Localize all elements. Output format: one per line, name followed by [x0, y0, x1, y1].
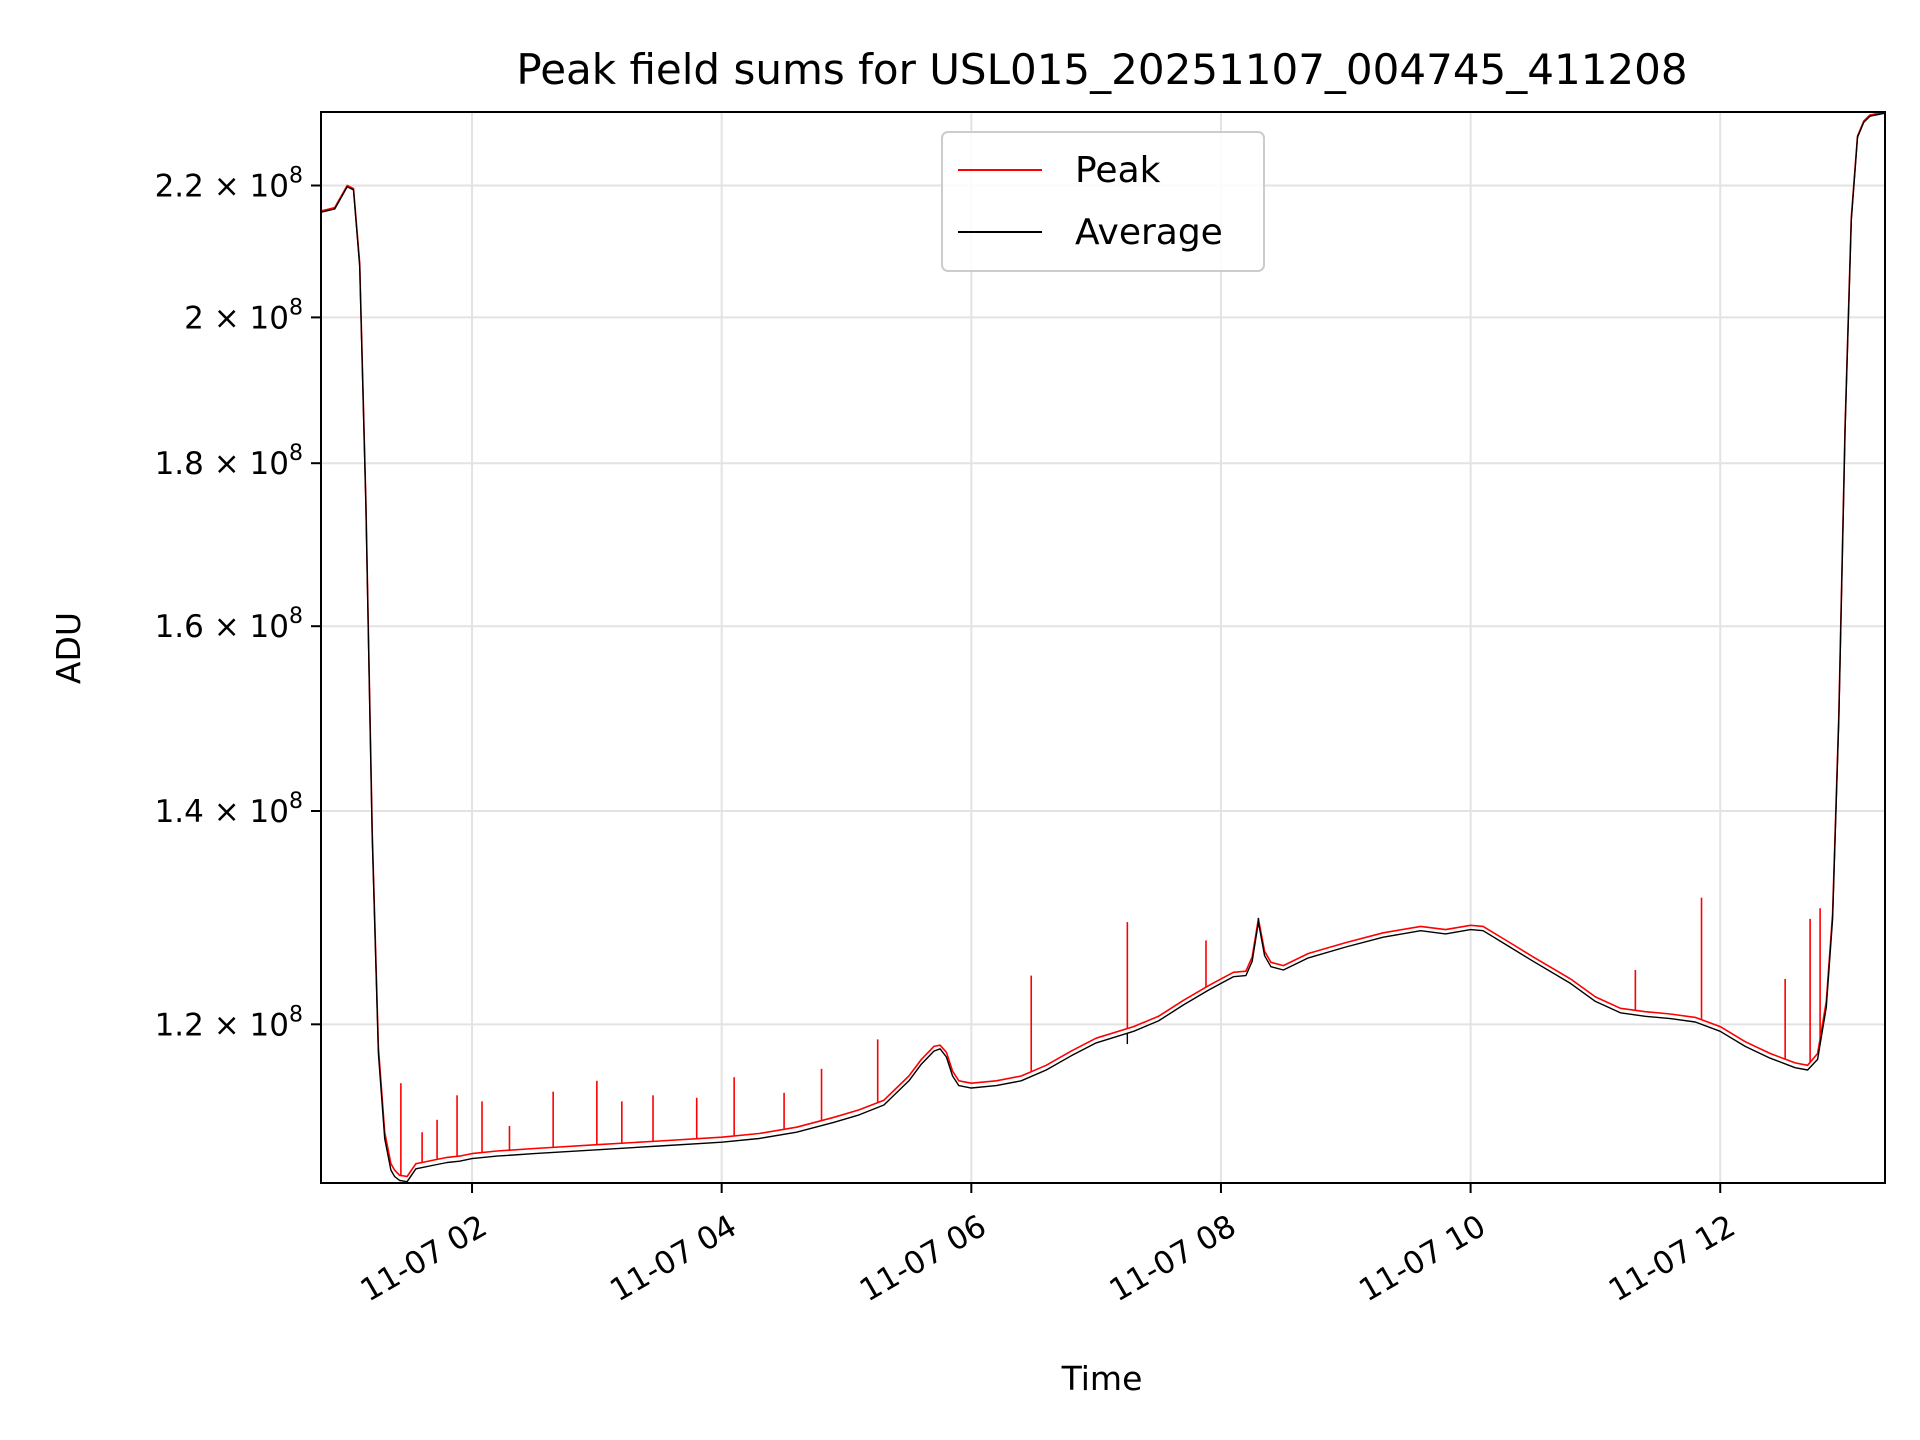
y-tick-label: 2 × 108 [184, 295, 303, 336]
grid [321, 112, 1885, 1183]
y-tick-label: 1.8 × 108 [155, 441, 303, 482]
y-tick-label: 2.2 × 108 [155, 163, 303, 204]
series-line-peak [321, 112, 1885, 1178]
chart-title: Peak field sums for USL015_20251107_0047… [516, 45, 1687, 94]
legend-frame [941, 131, 1265, 272]
y-tick-label: 1.6 × 108 [155, 604, 303, 645]
y-tick-label: 1.4 × 108 [155, 789, 303, 830]
legend-label-peak: Peak [1075, 150, 1161, 191]
plot-lines [321, 112, 1885, 1183]
x-axis-label: Time [1061, 1359, 1143, 1398]
plot-frame [320, 111, 1886, 1184]
series-line-average [321, 112, 1885, 1183]
y-axis-label: ADU [49, 612, 88, 684]
y-axis: 1.2 × 108 1.4 × 108 1.6 × 108 1.8 × 108 2 × … [155, 163, 321, 1043]
legend: Peak Average [941, 131, 1265, 272]
y-tick-label: 1.2 × 108 [155, 1002, 303, 1043]
legend-label-average: Average [1075, 212, 1223, 253]
